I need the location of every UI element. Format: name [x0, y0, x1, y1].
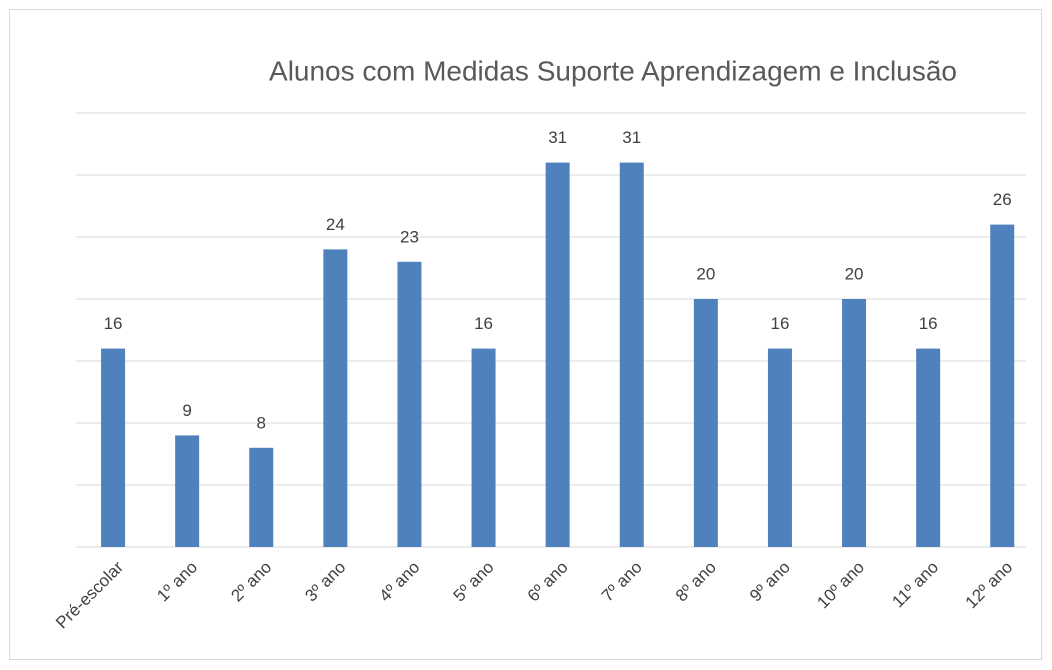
data-label: 16 — [104, 314, 123, 333]
chart-border — [9, 9, 1042, 660]
data-label: 26 — [993, 190, 1012, 209]
data-label: 31 — [622, 128, 641, 147]
bar — [916, 348, 941, 547]
bar — [693, 299, 718, 547]
data-label: 31 — [548, 128, 567, 147]
bar — [619, 162, 644, 547]
data-label: 16 — [770, 314, 789, 333]
bar — [842, 299, 867, 547]
bar — [545, 162, 570, 547]
data-label: 20 — [696, 264, 715, 283]
bar — [990, 224, 1015, 547]
bar — [101, 348, 126, 547]
data-label: 20 — [845, 264, 864, 283]
bar — [471, 348, 496, 547]
data-label: 9 — [182, 401, 191, 420]
data-label: 23 — [400, 227, 419, 246]
chart-title: Alunos com Medidas Suporte Aprendizagem … — [269, 55, 957, 86]
bar — [397, 261, 422, 547]
bar — [767, 348, 792, 547]
data-label: 16 — [919, 314, 938, 333]
bar — [323, 249, 348, 547]
bar — [249, 447, 274, 547]
data-label: 8 — [257, 413, 266, 432]
data-label: 24 — [326, 215, 345, 234]
data-label: 16 — [474, 314, 493, 333]
bar — [175, 435, 200, 547]
